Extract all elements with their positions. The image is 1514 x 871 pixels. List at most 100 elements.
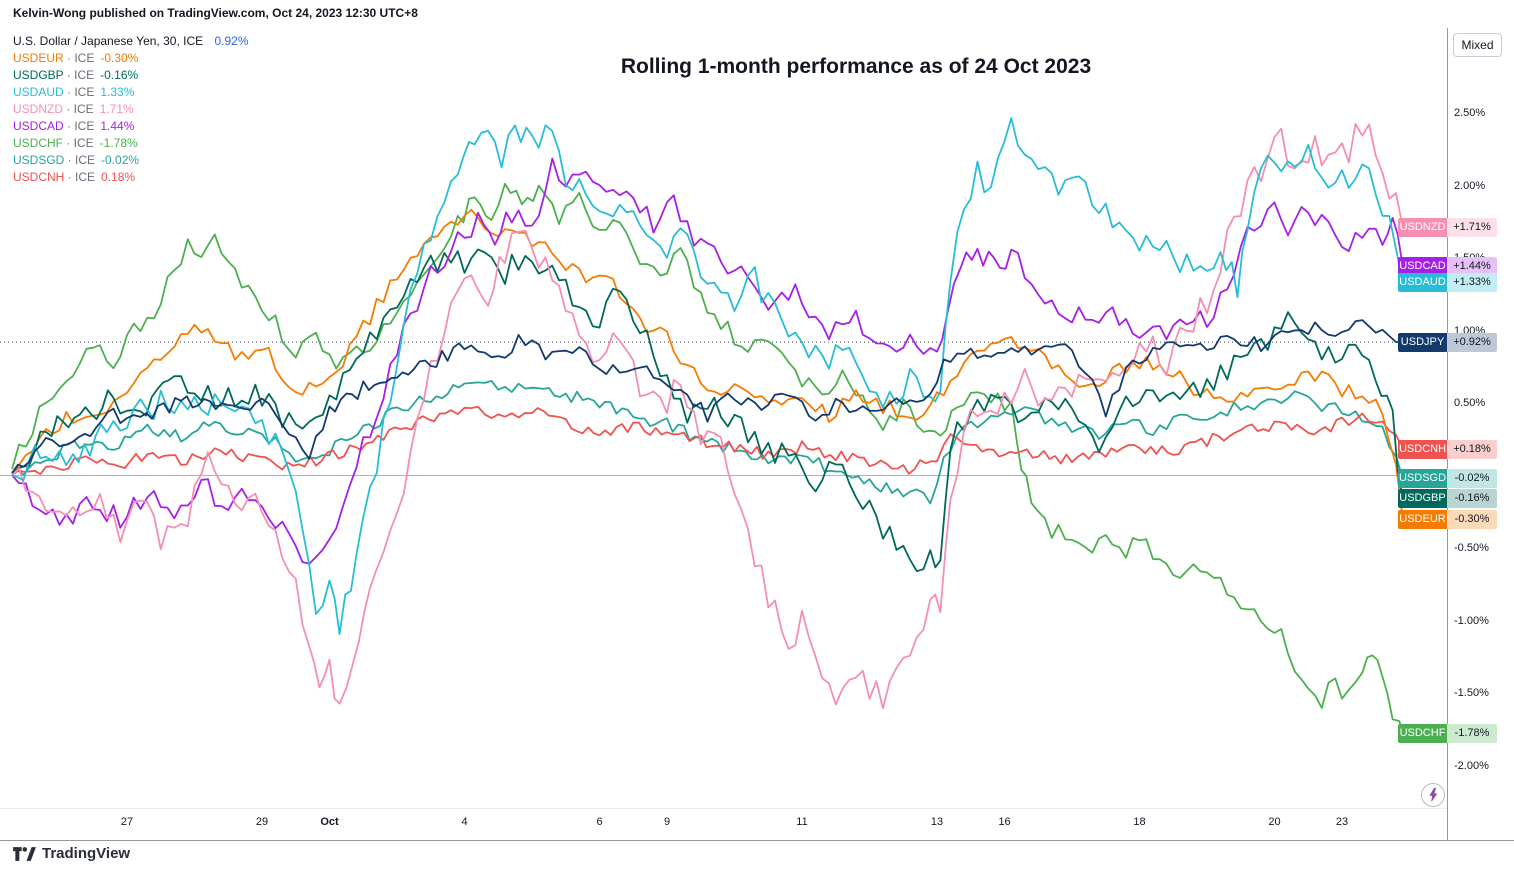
badge-value: -0.16% bbox=[1447, 489, 1497, 509]
flash-idea-button[interactable] bbox=[1421, 783, 1445, 807]
price-axis-labels[interactable]: 2.50%2.00%1.50%1.00%0.50%-0.50%-1.00%-1.… bbox=[1447, 0, 1514, 840]
legend-ticker: USDCHF bbox=[13, 136, 63, 150]
series-line-usdchf bbox=[11, 182, 1404, 735]
legend-item-usdchf[interactable]: USDCHF · ICE -1.78% bbox=[13, 135, 249, 152]
legend-main-row[interactable]: U.S. Dollar / Japanese Yen, 30, ICE 0.92… bbox=[13, 33, 249, 50]
legend-item-usdaud[interactable]: USDAUD · ICE 1.33% bbox=[13, 84, 249, 101]
series-line-usdeur bbox=[11, 208, 1404, 520]
legend-exchange: · ICE bbox=[63, 119, 101, 133]
badge-value: +0.18% bbox=[1447, 439, 1497, 459]
publisher-line: Kelvin-Wong published on TradingView.com… bbox=[13, 6, 418, 20]
badge-ticker: USDCHF bbox=[1398, 724, 1447, 744]
badge-ticker: USDCAD bbox=[1398, 257, 1447, 277]
series-line-usdcad bbox=[11, 157, 1404, 565]
badge-value: +1.71% bbox=[1447, 218, 1497, 238]
series-line-usdjpy bbox=[11, 319, 1404, 474]
legend-exchange: · ICE bbox=[63, 85, 101, 99]
legend-item-usdeur[interactable]: USDEUR · ICE -0.30% bbox=[13, 50, 249, 67]
price-badge-usdnzd[interactable]: USDNZD +1.71% bbox=[1398, 218, 1497, 238]
price-badge-usdaud[interactable]: USDAUD +1.33% bbox=[1398, 273, 1497, 293]
time-label-18: 18 bbox=[1133, 816, 1146, 828]
price-label: 2.50% bbox=[1454, 107, 1486, 119]
time-label-6: 6 bbox=[596, 816, 603, 828]
legend-value: 1.44% bbox=[100, 119, 135, 133]
price-label: 2.00% bbox=[1454, 179, 1486, 192]
scale-mode-button[interactable]: Mixed bbox=[1453, 33, 1502, 57]
price-badge-usdchf[interactable]: USDCHF -1.78% bbox=[1398, 724, 1497, 744]
badge-ticker: USDSGD bbox=[1398, 468, 1447, 488]
legend-ticker: USDAUD bbox=[13, 85, 64, 99]
legend-main-symbol: U.S. Dollar / Japanese Yen, 30, ICE bbox=[13, 34, 204, 48]
legend-value: -1.78% bbox=[99, 136, 138, 150]
badge-ticker: USDEUR bbox=[1398, 509, 1447, 529]
price-badge-usdcad[interactable]: USDCAD +1.44% bbox=[1398, 257, 1497, 277]
legend-compare: USDEUR · ICE -0.30% USDGBP · ICE -0.16% US… bbox=[13, 50, 249, 186]
series-line-usdsgd bbox=[11, 379, 1404, 505]
time-axis[interactable]: 27 29 Oct 4 6 9 11 13 16 18 20 23 bbox=[0, 808, 1447, 840]
legend-ticker: USDSGD bbox=[13, 153, 65, 167]
price-label: -2.00% bbox=[1454, 759, 1489, 772]
series-line-usdgbp bbox=[11, 248, 1404, 573]
price-label: -0.50% bbox=[1454, 542, 1489, 554]
price-badge-usdjpy[interactable]: USDJPY +0.92% bbox=[1398, 332, 1497, 352]
time-label-oct: Oct bbox=[320, 816, 339, 828]
price-badge-usdsgd[interactable]: USDSGD -0.02% bbox=[1398, 468, 1497, 488]
legend-ticker: USDCAD bbox=[13, 119, 64, 133]
badge-value: -0.30% bbox=[1447, 509, 1497, 529]
time-label-13: 13 bbox=[930, 816, 944, 828]
series-line-usdcnh bbox=[11, 405, 1404, 477]
time-label-4: 4 bbox=[461, 816, 468, 828]
legend-value: 1.71% bbox=[99, 102, 134, 116]
legend-value: 0.18% bbox=[101, 170, 136, 184]
lightning-bolt-icon bbox=[1429, 787, 1438, 803]
legend-ticker: USDGBP bbox=[13, 68, 64, 82]
time-label-20: 20 bbox=[1268, 816, 1281, 828]
legend-exchange: · ICE bbox=[63, 136, 100, 150]
series-badges: USDNZD +1.71% USDCAD +1.44% USDAUD +1.33% USDJ… bbox=[1398, 218, 1497, 744]
legend-ticker: USDCNH bbox=[13, 170, 65, 184]
time-label-23: 23 bbox=[1335, 816, 1349, 828]
series-line-usdnzd bbox=[11, 123, 1404, 710]
time-label-11: 11 bbox=[796, 816, 808, 828]
time-label-29: 29 bbox=[255, 816, 269, 828]
price-badge-usdeur[interactable]: USDEUR -0.30% bbox=[1398, 509, 1497, 529]
legend-item-usdcad[interactable]: USDCAD · ICE 1.44% bbox=[13, 118, 249, 135]
legend-item-usdsgd[interactable]: USDSGD · ICE -0.02% bbox=[13, 152, 249, 169]
footer-brand-label: TradingView bbox=[42, 845, 131, 862]
legend-item-usdnzd[interactable]: USDNZD · ICE 1.71% bbox=[13, 101, 249, 118]
footer-brand[interactable]: TradingView bbox=[13, 845, 130, 862]
badge-ticker: USDGBP bbox=[1398, 489, 1447, 509]
badge-value: +0.92% bbox=[1447, 332, 1497, 352]
price-label: -1.50% bbox=[1454, 687, 1489, 699]
time-label-27: 27 bbox=[120, 816, 134, 828]
price-badge-usdcnh[interactable]: USDCNH +0.18% bbox=[1398, 439, 1497, 459]
legend-exchange: · ICE bbox=[63, 68, 101, 82]
legend-value: -0.02% bbox=[101, 153, 140, 167]
badge-value: -0.02% bbox=[1447, 468, 1497, 488]
legend-main-value: 0.92% bbox=[214, 34, 249, 48]
badge-ticker: USDJPY bbox=[1398, 332, 1447, 352]
legend-exchange: · ICE bbox=[63, 51, 101, 65]
legend-exchange: · ICE bbox=[64, 170, 102, 184]
badge-value: -1.78% bbox=[1447, 724, 1497, 744]
badge-ticker: USDNZD bbox=[1398, 218, 1447, 238]
price-label: 0.50% bbox=[1454, 397, 1486, 409]
series-line-usdaud bbox=[11, 117, 1404, 635]
legend-exchange: · ICE bbox=[64, 153, 102, 167]
price-badge-usdgbp[interactable]: USDGBP -0.16% bbox=[1398, 489, 1497, 509]
badge-value: +1.33% bbox=[1447, 273, 1497, 293]
legend-exchange: · ICE bbox=[63, 102, 100, 116]
badge-ticker: USDCNH bbox=[1398, 439, 1447, 459]
legend-ticker: USDNZD bbox=[13, 102, 63, 116]
time-label-9: 9 bbox=[663, 816, 671, 828]
legend-item-usdcnh[interactable]: USDCNH · ICE 0.18% bbox=[13, 169, 249, 186]
badge-value: +1.44% bbox=[1447, 257, 1497, 277]
badge-ticker: USDAUD bbox=[1398, 273, 1447, 293]
tradingview-logo-icon bbox=[13, 846, 36, 861]
legend-ticker: USDEUR bbox=[13, 51, 64, 65]
chart-title: Rolling 1-month performance as of 24 Oct… bbox=[620, 55, 1092, 78]
time-label-16: 16 bbox=[998, 816, 1011, 828]
legend-item-usdgbp[interactable]: USDGBP · ICE -0.16% bbox=[13, 67, 249, 84]
legend-value: 1.33% bbox=[100, 85, 135, 99]
